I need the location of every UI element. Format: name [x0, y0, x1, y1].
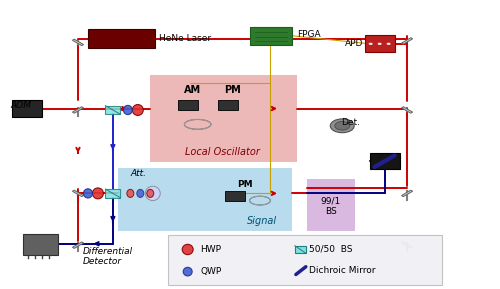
Text: Signal: Signal	[248, 216, 278, 227]
Bar	[106, 189, 120, 198]
Bar	[88, 29, 156, 48]
Polygon shape	[402, 190, 412, 197]
Ellipse shape	[183, 267, 192, 276]
Text: 50/50  BS: 50/50 BS	[309, 245, 352, 254]
Ellipse shape	[137, 189, 144, 197]
Text: HWP: HWP	[200, 245, 221, 254]
Ellipse shape	[330, 119, 354, 133]
Bar	[225, 190, 245, 201]
Text: AOM: AOM	[10, 101, 31, 110]
Ellipse shape	[127, 189, 134, 197]
Bar	[364, 35, 394, 53]
Bar	[308, 179, 354, 231]
Text: FPGA: FPGA	[298, 30, 321, 39]
Circle shape	[386, 43, 390, 45]
Text: Local Oscillator: Local Oscillator	[185, 147, 260, 158]
Bar	[23, 234, 58, 255]
Polygon shape	[72, 39, 84, 46]
Bar	[250, 27, 292, 45]
Text: Differential
Detector: Differential Detector	[83, 247, 133, 266]
Text: 99/1
BS: 99/1 BS	[320, 197, 341, 216]
Ellipse shape	[84, 189, 92, 198]
Ellipse shape	[132, 105, 143, 115]
Polygon shape	[72, 242, 84, 248]
Text: PM: PM	[237, 180, 253, 189]
Polygon shape	[72, 190, 84, 197]
Text: Det.: Det.	[340, 118, 359, 127]
Bar	[12, 100, 42, 117]
Text: PM: PM	[224, 85, 241, 95]
Text: 780
Laser: 780 Laser	[348, 151, 368, 170]
Text: APD: APD	[346, 39, 364, 48]
Polygon shape	[402, 107, 412, 113]
Ellipse shape	[92, 188, 104, 199]
Polygon shape	[72, 107, 84, 113]
Ellipse shape	[335, 121, 349, 130]
Text: HeNe Laser: HeNe Laser	[160, 34, 212, 43]
Bar	[150, 75, 298, 162]
Polygon shape	[402, 38, 412, 44]
Bar	[218, 100, 238, 110]
Ellipse shape	[124, 105, 132, 114]
Polygon shape	[402, 242, 412, 248]
Bar	[106, 106, 120, 114]
Text: QWP: QWP	[200, 267, 222, 276]
Circle shape	[378, 43, 382, 45]
Ellipse shape	[146, 186, 160, 201]
Bar	[178, 100, 198, 110]
Bar	[370, 153, 400, 169]
Text: Dichroic Mirror: Dichroic Mirror	[309, 266, 376, 275]
Bar	[118, 168, 292, 231]
Text: Att.: Att.	[130, 169, 146, 178]
Ellipse shape	[182, 244, 193, 255]
Bar	[295, 246, 306, 253]
Circle shape	[368, 43, 372, 45]
Text: AM: AM	[184, 85, 201, 95]
Bar	[168, 235, 442, 286]
Ellipse shape	[147, 189, 154, 197]
